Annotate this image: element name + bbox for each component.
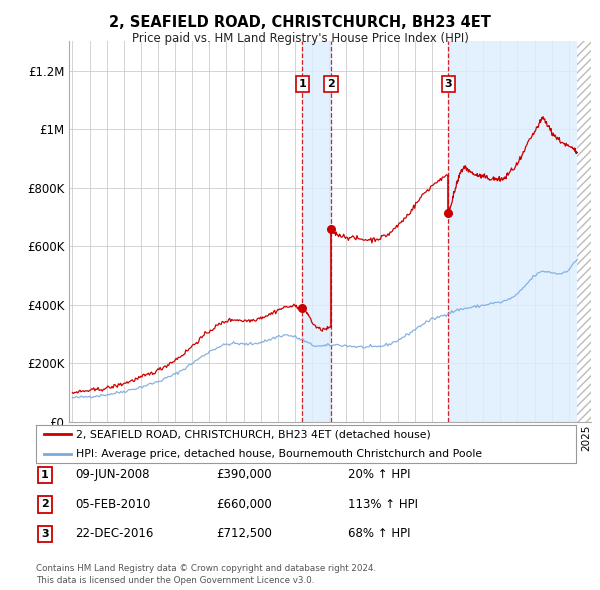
Text: 1: 1: [299, 78, 307, 88]
Text: 3: 3: [445, 78, 452, 88]
Text: This data is licensed under the Open Government Licence v3.0.: This data is licensed under the Open Gov…: [36, 576, 314, 585]
Text: 09-JUN-2008: 09-JUN-2008: [75, 468, 149, 481]
Bar: [448, 41, 577, 422]
Text: 2: 2: [41, 500, 49, 509]
Text: £390,000: £390,000: [216, 468, 272, 481]
Text: 113% ↑ HPI: 113% ↑ HPI: [348, 498, 418, 511]
Text: 05-FEB-2010: 05-FEB-2010: [75, 498, 151, 511]
Text: 22-DEC-2016: 22-DEC-2016: [75, 527, 154, 540]
Bar: [577, 41, 591, 422]
Text: 1: 1: [41, 470, 49, 480]
Text: £712,500: £712,500: [216, 527, 272, 540]
Text: HPI: Average price, detached house, Bournemouth Christchurch and Poole: HPI: Average price, detached house, Bour…: [77, 448, 482, 458]
Bar: [302, 41, 331, 422]
Text: 2, SEAFIELD ROAD, CHRISTCHURCH, BH23 4ET (detached house): 2, SEAFIELD ROAD, CHRISTCHURCH, BH23 4ET…: [77, 430, 431, 440]
Text: 3: 3: [41, 529, 49, 539]
Text: Contains HM Land Registry data © Crown copyright and database right 2024.: Contains HM Land Registry data © Crown c…: [36, 565, 376, 573]
Bar: [577, 41, 591, 422]
Text: 68% ↑ HPI: 68% ↑ HPI: [348, 527, 410, 540]
Text: £660,000: £660,000: [216, 498, 272, 511]
Text: 20% ↑ HPI: 20% ↑ HPI: [348, 468, 410, 481]
Text: 2: 2: [327, 78, 335, 88]
Text: Price paid vs. HM Land Registry's House Price Index (HPI): Price paid vs. HM Land Registry's House …: [131, 32, 469, 45]
Text: 2, SEAFIELD ROAD, CHRISTCHURCH, BH23 4ET: 2, SEAFIELD ROAD, CHRISTCHURCH, BH23 4ET: [109, 15, 491, 30]
